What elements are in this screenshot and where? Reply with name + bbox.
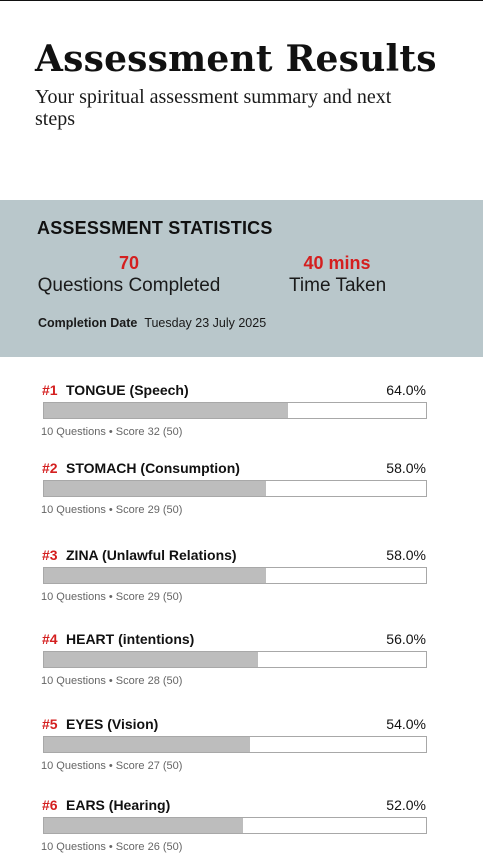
statistics-heading: ASSESSMENT STATISTICS: [37, 218, 273, 238]
result-rank: #6: [42, 797, 58, 813]
top-divider: [0, 0, 483, 1]
result-progress-bar: [43, 736, 427, 753]
result-progress-bar: [43, 480, 427, 497]
result-meta: 10 Questions • Score 26 (50): [41, 841, 183, 853]
result-progress-fill: [44, 652, 258, 667]
questions-completed-label: Questions Completed: [37, 275, 221, 296]
result-progress-bar: [43, 402, 427, 419]
result-progress-bar: [43, 651, 427, 668]
result-progress-bar: [43, 817, 427, 834]
result-item: #1 TONGUE (Speech) 64.0% 10 Questions • …: [0, 381, 483, 441]
result-progress-bar: [43, 567, 427, 584]
result-progress-fill: [44, 568, 266, 583]
time-taken-stat: 40 mins Time Taken: [289, 252, 387, 298]
result-item: #6 EARS (Hearing) 52.0% 10 Questions • S…: [0, 796, 483, 856]
result-name: HEART (intentions): [66, 631, 195, 647]
result-percent: 56.0%: [386, 631, 426, 647]
result-percent: 58.0%: [386, 547, 426, 563]
result-name: ZINA (Unlawful Relations): [66, 547, 237, 563]
result-progress-fill: [44, 737, 251, 752]
result-percent: 54.0%: [386, 716, 426, 732]
result-name: TONGUE (Speech): [66, 382, 189, 398]
questions-completed-stat: 70 Questions Completed: [37, 252, 221, 298]
result-item: #5 EYES (Vision) 54.0% 10 Questions • Sc…: [0, 715, 483, 775]
result-progress-fill: [44, 481, 266, 496]
result-rank: #1: [42, 382, 58, 398]
completion-date-label: Completion Date: [38, 316, 138, 330]
page-header: Assessment Results Your spiritual assess…: [0, 0, 483, 200]
result-percent: 52.0%: [386, 797, 426, 813]
result-percent: 64.0%: [386, 382, 426, 398]
page-subtitle: Your spiritual assessment summary and ne…: [35, 86, 392, 130]
questions-completed-value: 70: [118, 253, 140, 273]
result-meta: 10 Questions • Score 29 (50): [41, 591, 183, 603]
result-meta: 10 Questions • Score 32 (50): [41, 426, 183, 438]
result-progress-fill: [44, 818, 243, 833]
result-rank: #3: [42, 547, 58, 563]
result-meta: 10 Questions • Score 28 (50): [41, 675, 183, 687]
result-item: #2 STOMACH (Consumption) 58.0% 10 Questi…: [0, 459, 483, 519]
result-rank: #4: [42, 631, 58, 647]
result-item: #4 HEART (intentions) 56.0% 10 Questions…: [0, 630, 483, 690]
completion-date-row: Completion Date Tuesday 23 July 2025: [38, 316, 266, 330]
result-name: EYES (Vision): [66, 716, 159, 732]
result-rank: #2: [42, 460, 58, 476]
result-meta: 10 Questions • Score 27 (50): [41, 760, 183, 772]
result-name: EARS (Hearing): [66, 797, 171, 813]
assessment-statistics-panel: ASSESSMENT STATISTICS 70 Questions Compl…: [0, 200, 483, 357]
result-meta: 10 Questions • Score 29 (50): [41, 504, 183, 516]
result-item: #3 ZINA (Unlawful Relations) 58.0% 10 Qu…: [0, 546, 483, 606]
completion-date-value: Tuesday 23 July 2025: [144, 316, 267, 330]
result-percent: 58.0%: [386, 460, 426, 476]
result-rank: #5: [42, 716, 58, 732]
page-title: Assessment Results: [35, 38, 437, 80]
result-name: STOMACH (Consumption): [66, 460, 240, 476]
time-taken-value: 40 mins: [303, 253, 371, 273]
result-progress-fill: [44, 403, 289, 418]
time-taken-label: Time Taken: [289, 275, 387, 296]
